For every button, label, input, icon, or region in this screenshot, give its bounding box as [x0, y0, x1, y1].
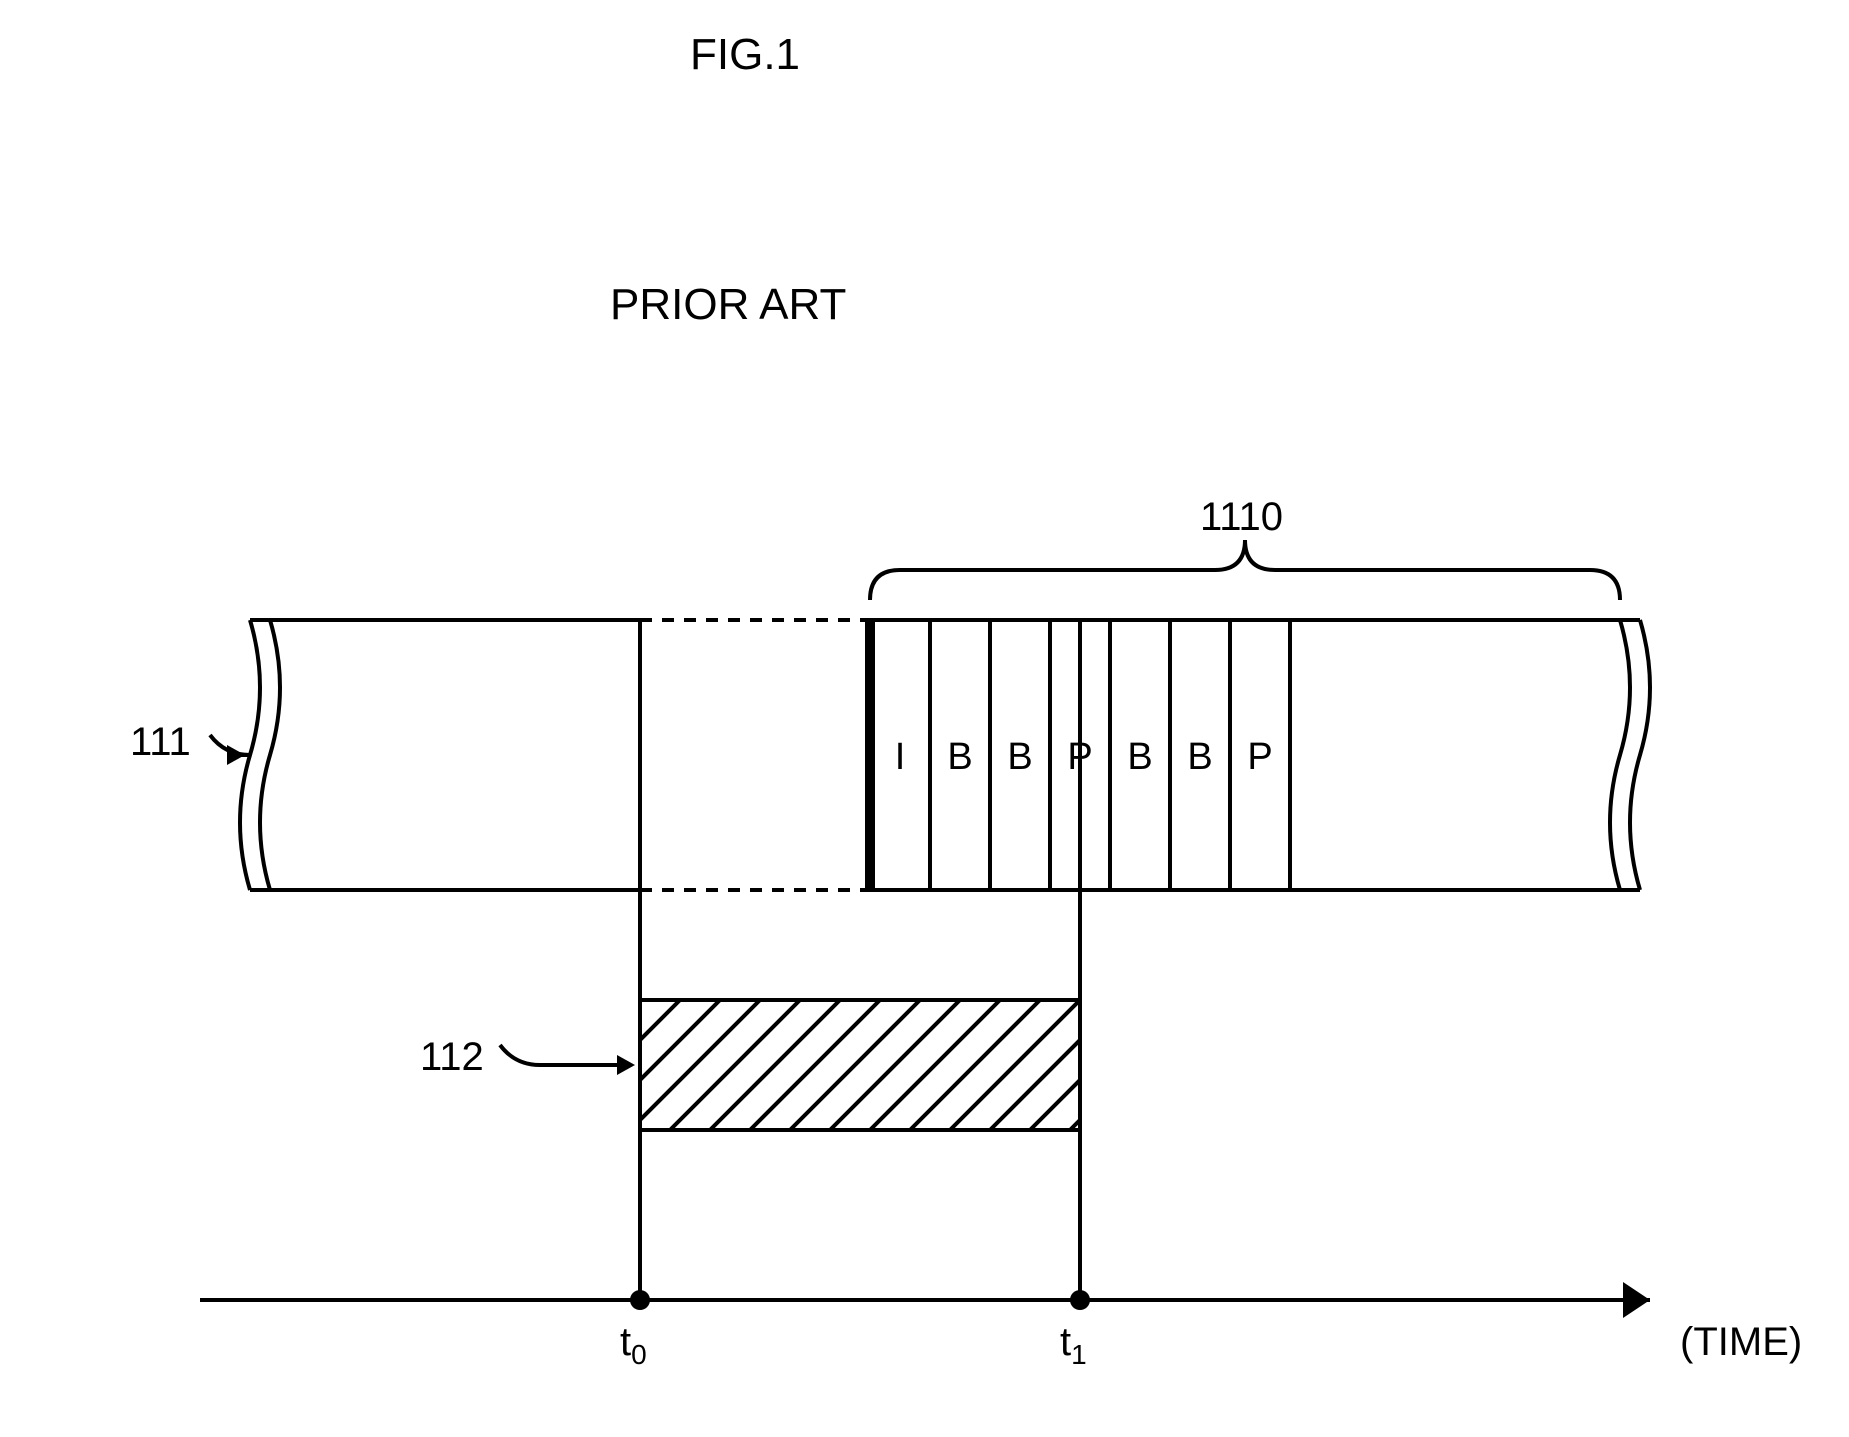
- frame-cell-label: P: [1067, 736, 1092, 778]
- frame-cell-label: B: [1007, 736, 1032, 778]
- frame-cell-label: P: [1247, 736, 1272, 778]
- frame-cell-label: B: [1187, 736, 1212, 778]
- frame-cell-label: B: [947, 736, 972, 778]
- frame-cell-label: I: [895, 736, 906, 778]
- frame-cell-label: B: [1127, 736, 1152, 778]
- diagram-canvas: IBBPBBP: [0, 0, 1849, 1437]
